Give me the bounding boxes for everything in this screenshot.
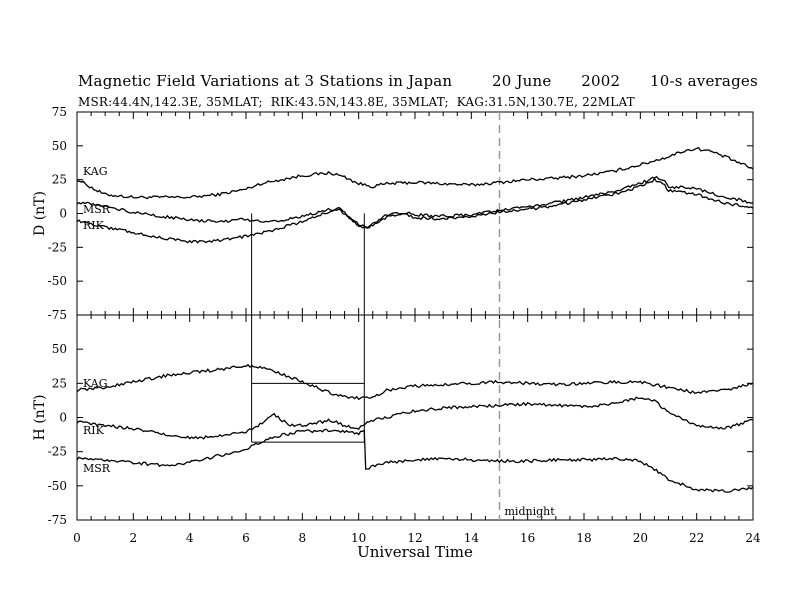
bottom-series-rik bbox=[76, 396, 754, 440]
bottom-y-tick-label: 50 bbox=[52, 342, 67, 356]
x-tick-label: 6 bbox=[242, 531, 250, 545]
x-tick-label: 22 bbox=[689, 531, 704, 545]
top-panel-frame bbox=[76, 111, 754, 316]
bottom-y-axis-label: H (nT) bbox=[32, 395, 48, 441]
midnight-label: midnight bbox=[505, 505, 556, 518]
top-y-tick-label: -25 bbox=[48, 240, 67, 254]
bottom-series-kag bbox=[76, 363, 754, 401]
top-y-tick-label: -50 bbox=[48, 274, 67, 288]
x-tick-label: 10 bbox=[351, 531, 366, 545]
bottom-series-label-msr: MSR bbox=[83, 462, 111, 475]
bottom-series-label-rik: RIK bbox=[83, 424, 105, 437]
x-tick-label: 4 bbox=[186, 531, 194, 545]
top-series-label-msr: MSR bbox=[83, 203, 111, 216]
chart-subtitle: MSR:44.4N,142.3E, 35MLAT; RIK:43.5N,143.… bbox=[78, 95, 635, 109]
bottom-series-msr bbox=[76, 428, 754, 493]
x-tick-label: 14 bbox=[464, 531, 480, 545]
top-series-msr bbox=[76, 175, 754, 230]
chart-title: Magnetic Field Variations at 3 Stations … bbox=[78, 72, 758, 90]
top-y-tick-label: -75 bbox=[48, 308, 67, 322]
bottom-y-tick-label: -50 bbox=[48, 479, 67, 493]
top-series-label-rik: RIK bbox=[83, 219, 105, 232]
bottom-panel-frame bbox=[76, 314, 754, 521]
top-y-tick-label: 75 bbox=[52, 105, 67, 119]
x-tick-label: 8 bbox=[299, 531, 307, 545]
x-tick-label: 0 bbox=[73, 531, 81, 545]
bottom-y-tick-label: -25 bbox=[48, 445, 67, 459]
bottom-y-tick-label: 0 bbox=[59, 411, 67, 425]
x-tick-label: 2 bbox=[130, 531, 138, 545]
top-series-label-kag: KAG bbox=[83, 165, 108, 178]
top-y-tick-label: 25 bbox=[52, 173, 67, 187]
x-axis-label: Universal Time bbox=[357, 543, 473, 561]
top-y-tick-label: 50 bbox=[52, 139, 67, 153]
bottom-y-tick-label: 25 bbox=[52, 376, 67, 390]
x-tick-label: 24 bbox=[745, 531, 761, 545]
bottom-series-label-kag: KAG bbox=[83, 377, 108, 390]
top-y-axis-label: D (nT) bbox=[32, 191, 48, 236]
x-tick-label: 20 bbox=[633, 531, 648, 545]
x-tick-label: 18 bbox=[576, 531, 591, 545]
x-tick-label: 12 bbox=[407, 531, 422, 545]
bottom-y-tick-label: -75 bbox=[48, 513, 67, 527]
top-series-kag bbox=[76, 146, 754, 200]
top-series-rik bbox=[76, 177, 754, 244]
top-y-tick-label: 0 bbox=[59, 207, 67, 221]
x-tick-label: 16 bbox=[520, 531, 535, 545]
